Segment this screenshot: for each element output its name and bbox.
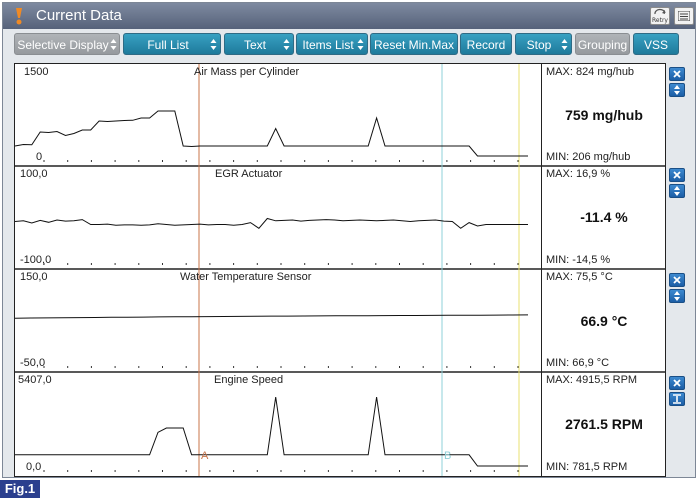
dropdown-arrows-icon bbox=[283, 39, 290, 50]
close-icon bbox=[673, 379, 681, 387]
close-icon bbox=[673, 70, 681, 78]
record-label: Record bbox=[466, 38, 506, 52]
panel1-ymax-label: 1500 bbox=[24, 66, 49, 78]
panel2-current-value: -11.4 % bbox=[580, 209, 628, 225]
dropdown-arrows-icon bbox=[561, 39, 568, 50]
panel3-ymax-label: 150,0 bbox=[20, 271, 48, 283]
retry-button[interactable]: Retry bbox=[650, 7, 670, 25]
panel2-ymin-label: -100,0 bbox=[20, 254, 52, 266]
menu-icon bbox=[678, 11, 690, 21]
panel1-min: MIN: 206 mg/hub bbox=[546, 151, 631, 163]
full-list-label: Full List bbox=[147, 38, 189, 52]
panel3-ymin-label: -50,0 bbox=[20, 357, 46, 369]
close-icon bbox=[673, 276, 681, 284]
dropdown-arrows-icon bbox=[110, 39, 117, 50]
collapse-vertical-icon bbox=[673, 394, 681, 404]
panel2-max: MAX: 16,9 % bbox=[546, 168, 611, 180]
panel1-ymin-label: 0 bbox=[36, 151, 43, 163]
panel2-min: MIN: -14,5 % bbox=[546, 254, 611, 266]
marker-b-label: B bbox=[444, 450, 452, 462]
figure-label: Fig.1 bbox=[0, 480, 40, 498]
panel4-ymin-label: 0,0 bbox=[26, 461, 42, 473]
panel1-resize-button[interactable] bbox=[669, 83, 685, 97]
marker-a-label: A bbox=[201, 450, 209, 462]
panel1-title: Air Mass per Cylinder bbox=[194, 66, 300, 78]
record-button[interactable]: Record bbox=[460, 33, 512, 55]
expand-vertical-icon bbox=[674, 186, 680, 196]
text-label: Text bbox=[243, 38, 266, 52]
stop-dropdown[interactable]: Stop bbox=[515, 33, 572, 55]
panel3-title: Water Temperature Sensor bbox=[180, 271, 312, 283]
panel3-close-button[interactable] bbox=[669, 273, 685, 287]
full-list-dropdown[interactable]: Full List bbox=[123, 33, 221, 55]
vss-button[interactable]: VSS bbox=[633, 33, 679, 55]
dropdown-arrows-icon bbox=[210, 39, 217, 50]
app-logo-icon bbox=[16, 8, 22, 25]
title-bar: Current Data Retry bbox=[3, 3, 695, 29]
panel2-close-button[interactable] bbox=[669, 168, 685, 182]
window-title: Current Data bbox=[36, 7, 122, 24]
expand-vertical-icon bbox=[674, 85, 680, 95]
panel1-max: MAX: 824 mg/hub bbox=[546, 66, 635, 78]
retry-label: Retry bbox=[652, 17, 668, 24]
panel4-ymax-label: 5407,0 bbox=[18, 374, 52, 386]
reset-min-max-button[interactable]: Reset Min.Max bbox=[370, 33, 458, 55]
panel4-current-value: 2761.5 RPM bbox=[565, 416, 643, 432]
stop-label: Stop bbox=[526, 38, 552, 52]
panel3-current-value: 66.9 °C bbox=[580, 313, 628, 329]
dropdown-arrows-icon bbox=[357, 39, 364, 50]
grouping-label: Grouping bbox=[577, 38, 628, 52]
reset-min-max-label: Reset Min.Max bbox=[373, 38, 455, 52]
selective-display-label: Selective Display bbox=[17, 38, 109, 52]
panel4-close-button[interactable] bbox=[669, 376, 685, 390]
expand-vertical-icon bbox=[674, 291, 680, 301]
menu-button[interactable] bbox=[674, 7, 694, 25]
chart-area bbox=[14, 63, 542, 477]
items-list-dropdown[interactable]: Items List bbox=[296, 33, 368, 55]
panel1-current-value: 759 mg/hub bbox=[565, 107, 643, 123]
close-icon bbox=[673, 171, 681, 179]
panel2-title: EGR Actuator bbox=[215, 168, 283, 180]
refresh-icon bbox=[654, 8, 666, 15]
items-list-label: Items List bbox=[302, 38, 354, 52]
panel4-resize-button[interactable] bbox=[669, 392, 685, 406]
panel3-max: MAX: 75,5 °C bbox=[546, 271, 613, 283]
value-panel bbox=[542, 63, 666, 477]
panel1-close-button[interactable] bbox=[669, 67, 685, 81]
panel4-max: MAX: 4915,5 RPM bbox=[546, 374, 638, 386]
panel2-ymax-label: 100,0 bbox=[20, 168, 48, 180]
panel4-min: MIN: 781,5 RPM bbox=[546, 461, 628, 473]
panel3-resize-button[interactable] bbox=[669, 289, 685, 303]
grouping-button[interactable]: Grouping bbox=[575, 33, 630, 55]
text-dropdown[interactable]: Text bbox=[224, 33, 294, 55]
panel3-min: MIN: 66,9 °C bbox=[546, 357, 610, 369]
panel2-resize-button[interactable] bbox=[669, 184, 685, 198]
panel4-title: Engine Speed bbox=[214, 374, 284, 386]
selective-display-dropdown[interactable]: Selective Display bbox=[14, 33, 120, 55]
vss-label: VSS bbox=[643, 38, 668, 52]
